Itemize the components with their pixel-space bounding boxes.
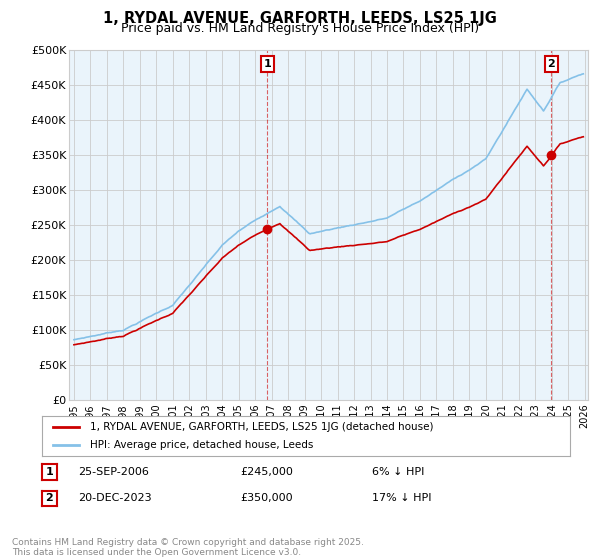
Line: HPI: Average price, detached house, Leeds: HPI: Average price, detached house, Leed… (74, 74, 583, 340)
HPI: Average price, detached house, Leeds: (2.03e+03, 4.61e+05): Average price, detached house, Leeds: (2… (569, 74, 576, 81)
Text: £245,000: £245,000 (240, 467, 293, 477)
1, RYDAL AVENUE, GARFORTH, LEEDS, LS25 1JG (detached house) (444, 213, 451, 220)
Text: HPI: Average price, detached house, Leeds: HPI: Average price, detached house, Leed… (89, 440, 313, 450)
1, RYDAL AVENUE, GARFORTH, LEEDS, LS25 1JG (detached house) (580, 133, 587, 140)
HPI: Average price, detached house, Leeds: (2.03e+03, 4.66e+05): Average price, detached house, Leeds: (2… (580, 71, 587, 77)
Text: 6% ↓ HPI: 6% ↓ HPI (372, 467, 424, 477)
Line: 1, RYDAL AVENUE, GARFORTH, LEEDS, LS25 1JG (detached house): 1, RYDAL AVENUE, GARFORTH, LEEDS, LS25 1… (74, 137, 583, 345)
Text: 2: 2 (547, 59, 555, 69)
HPI: Average price, detached house, Leeds: (2.01e+03, 2.49e+05): Average price, detached house, Leeds: (2… (242, 223, 249, 230)
HPI: Average price, detached house, Leeds: (2e+03, 1.11e+05): Average price, detached house, Leeds: (2… (135, 319, 142, 326)
Text: 17% ↓ HPI: 17% ↓ HPI (372, 493, 431, 503)
Text: Price paid vs. HM Land Registry's House Price Index (HPI): Price paid vs. HM Land Registry's House … (121, 22, 479, 35)
Text: Contains HM Land Registry data © Crown copyright and database right 2025.
This d: Contains HM Land Registry data © Crown c… (12, 538, 364, 557)
1, RYDAL AVENUE, GARFORTH, LEEDS, LS25 1JG (detached house) (135, 326, 142, 333)
Text: 1, RYDAL AVENUE, GARFORTH, LEEDS, LS25 1JG (detached house): 1, RYDAL AVENUE, GARFORTH, LEEDS, LS25 1… (89, 422, 433, 432)
1, RYDAL AVENUE, GARFORTH, LEEDS, LS25 1JG (detached house) (242, 237, 249, 244)
1, RYDAL AVENUE, GARFORTH, LEEDS, LS25 1JG (detached house) (569, 137, 576, 143)
Text: 2: 2 (46, 493, 53, 503)
Text: £350,000: £350,000 (240, 493, 293, 503)
Text: 25-SEP-2006: 25-SEP-2006 (78, 467, 149, 477)
1, RYDAL AVENUE, GARFORTH, LEEDS, LS25 1JG (detached house) (154, 317, 161, 324)
Text: 1: 1 (263, 59, 271, 69)
1, RYDAL AVENUE, GARFORTH, LEEDS, LS25 1JG (detached house) (330, 244, 337, 251)
HPI: Average price, detached house, Leeds: (2e+03, 8.67e+04): Average price, detached house, Leeds: (2… (70, 337, 77, 343)
Text: 1: 1 (46, 467, 53, 477)
HPI: Average price, detached house, Leeds: (2.01e+03, 2.45e+05): Average price, detached house, Leeds: (2… (330, 225, 337, 232)
Text: 20-DEC-2023: 20-DEC-2023 (78, 493, 152, 503)
1, RYDAL AVENUE, GARFORTH, LEEDS, LS25 1JG (detached house) (70, 342, 77, 348)
Text: 1, RYDAL AVENUE, GARFORTH, LEEDS, LS25 1JG: 1, RYDAL AVENUE, GARFORTH, LEEDS, LS25 1… (103, 11, 497, 26)
HPI: Average price, detached house, Leeds: (2.02e+03, 3.11e+05): Average price, detached house, Leeds: (2… (444, 180, 451, 186)
HPI: Average price, detached house, Leeds: (2e+03, 1.25e+05): Average price, detached house, Leeds: (2… (154, 310, 161, 316)
